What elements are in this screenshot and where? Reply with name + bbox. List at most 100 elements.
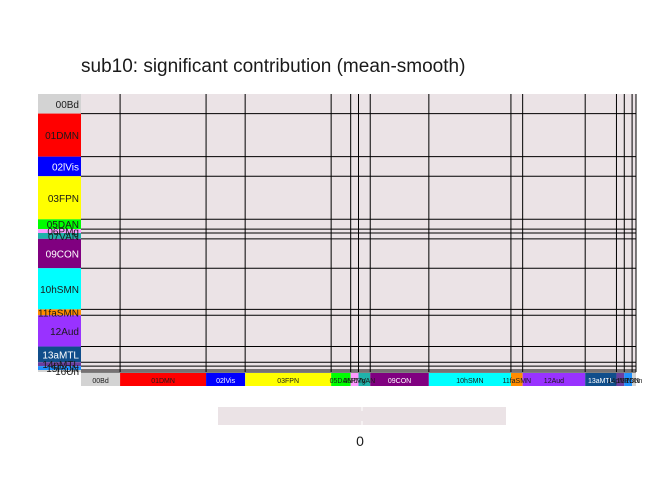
heatmap-cell-09con-10hsmn (428, 238, 511, 269)
heatmap-cell-05dan-12aud (522, 219, 586, 230)
heatmap-cell-16un-01dmn (120, 370, 207, 372)
heatmap-cell-10hsmn-01dmn (120, 268, 207, 310)
y-label-02lvis: 02lVis (52, 162, 79, 173)
x-label-11fasmn: 11faSMN (502, 378, 531, 385)
heatmap-cell-03fpn-03fpn (245, 176, 332, 220)
heatmap-cell-16un-09con (370, 370, 429, 372)
heatmap-cell-13amtl-06pmg (350, 346, 359, 363)
heatmap-cell-14pmtl-01dmn (120, 362, 207, 367)
heatmap-cell-07van-11fasmn (510, 233, 523, 239)
y-label-01dmn: 01DMN (45, 131, 79, 142)
x-label-16un: 16Un (626, 378, 643, 385)
heatmap-cell-15pon-07van (358, 366, 371, 371)
heatmap-cell-02lvis-09con (370, 156, 429, 177)
heatmap-cell-02lvis-11fasmn (510, 156, 523, 177)
heatmap-cell-06pmg-15pon (624, 229, 633, 233)
heatmap-cell-06pmg-02lvis (206, 229, 246, 233)
heatmap-cell-02lvis-13amtl (585, 156, 617, 177)
heatmap-cell-03fpn-00bd (81, 176, 121, 220)
heatmap-cell-16un-02lvis (206, 370, 246, 372)
heatmap-cell-10hsmn-15pon (624, 268, 633, 310)
x-band-16un (632, 373, 636, 386)
heatmap-cell-09con-07van (358, 238, 371, 269)
x-band-07van (358, 373, 371, 386)
heatmap-cell-05dan-07van (358, 219, 371, 230)
heatmap-cell-07van-13amtl (585, 233, 617, 239)
heatmap-cell-09con-11fasmn (510, 238, 523, 269)
heatmap-cell-03fpn-02lvis (206, 176, 246, 220)
heatmap-cell-11fasmn-02lvis (206, 309, 246, 316)
heatmap-cell-14pmtl-05dan (331, 362, 351, 367)
heatmap-cell-02lvis-01dmn (120, 156, 207, 177)
heatmap-cell-06pmg-01dmn (120, 229, 207, 233)
heatmap-cell-02lvis-07van (358, 156, 371, 177)
heatmap-cell-05dan-02lvis (206, 219, 246, 230)
y-label-07van: 07VAN (48, 232, 79, 243)
heatmap-cell-09con-05dan (331, 238, 351, 269)
heatmap-cell-14pmtl-10hsmn (428, 362, 511, 367)
x-label-05dan: 05DAN (330, 378, 353, 385)
y-label-11fasmn: 11faSMN (38, 308, 79, 319)
heatmap-cell-07van-00bd (81, 233, 121, 239)
heatmap-cell-11fasmn-16un (632, 309, 636, 316)
heatmap-cell-07van-15pon (624, 233, 633, 239)
heatmap-cell-10hsmn-07van (358, 268, 371, 310)
x-band-01dmn (120, 373, 207, 386)
heatmap-cell-05dan-00bd (81, 219, 121, 230)
heatmap-cell-13amtl-12aud (522, 346, 586, 363)
heatmap-cell-14pmtl-07van (358, 362, 371, 367)
heatmap-cell-12aud-05dan (331, 315, 351, 347)
y-band-10hsmn (38, 268, 81, 310)
heatmap-cell-12aud-09con (370, 315, 429, 347)
heatmap-cell-09con-15pon (624, 238, 633, 269)
heatmap-cell-02lvis-12aud (522, 156, 586, 177)
heatmap-cell-03fpn-16un (632, 176, 636, 220)
y-band-15pon (38, 366, 81, 371)
heatmap-cell-09con-01dmn (120, 238, 207, 269)
heatmap-cell-12aud-16un (632, 315, 636, 347)
y-label-06pmg: 06PMg (47, 227, 79, 238)
x-band-00bd (81, 373, 121, 386)
legend-tick-label: 0 (356, 433, 364, 449)
heatmap-cell-15pon-06pmg (350, 366, 359, 371)
heatmap-cell-03fpn-14pmtl (616, 176, 625, 220)
network-grid-lines (81, 94, 637, 373)
y-band-06pmg (38, 229, 81, 233)
heatmap-cell-01dmn-03fpn (245, 113, 332, 157)
heatmap-cell-06pmg-00bd (81, 229, 121, 233)
heatmap-cell-14pmtl-14pmtl (616, 362, 625, 367)
heatmap-cell-02lvis-14pmtl (616, 156, 625, 177)
heatmap-cell-02lvis-10hsmn (428, 156, 511, 177)
heatmap-cell-00bd-00bd (81, 94, 121, 114)
heatmap-cell-07van-07van (358, 233, 371, 239)
heatmap-cell-10hsmn-14pmtl (616, 268, 625, 310)
heatmap-cell-11fasmn-12aud (522, 309, 586, 316)
heatmap-cells (81, 94, 636, 372)
heatmap-cell-11fasmn-14pmtl (616, 309, 625, 316)
heatmap-cell-11fasmn-00bd (81, 309, 121, 316)
x-label-15pon: 15PON (617, 378, 640, 385)
heatmap-cell-02lvis-05dan (331, 156, 351, 177)
heatmap-cell-05dan-01dmn (120, 219, 207, 230)
y-label-14pmtl: 14pMTL (42, 360, 79, 371)
heatmap-cell-06pmg-05dan (331, 229, 351, 233)
heatmap-cell-12aud-10hsmn (428, 315, 511, 347)
y-label-09con: 09CON (46, 250, 79, 261)
x-band-12aud (522, 373, 586, 386)
heatmap-cell-05dan-11fasmn (510, 219, 523, 230)
heatmap-cell-13amtl-14pmtl (616, 346, 625, 363)
heatmap-cell-12aud-11fasmn (510, 315, 523, 347)
y-label-13amtl: 13aMTL (42, 350, 79, 361)
heatmap-cell-11fasmn-03fpn (245, 309, 332, 316)
heatmap-cell-02lvis-02lvis (206, 156, 246, 177)
x-label-09con: 09CON (388, 378, 411, 385)
y-band-11fasmn (38, 309, 81, 316)
heatmap-cell-12aud-01dmn (120, 315, 207, 347)
x-label-02lvis: 02lVis (216, 378, 235, 385)
heatmap-cell-13amtl-13amtl (585, 346, 617, 363)
x-label-10hsmn: 10hSMN (456, 378, 483, 385)
heatmap-cell-10hsmn-11fasmn (510, 268, 523, 310)
heatmap-cell-14pmtl-16un (632, 362, 636, 367)
y-band-07van (38, 233, 81, 239)
